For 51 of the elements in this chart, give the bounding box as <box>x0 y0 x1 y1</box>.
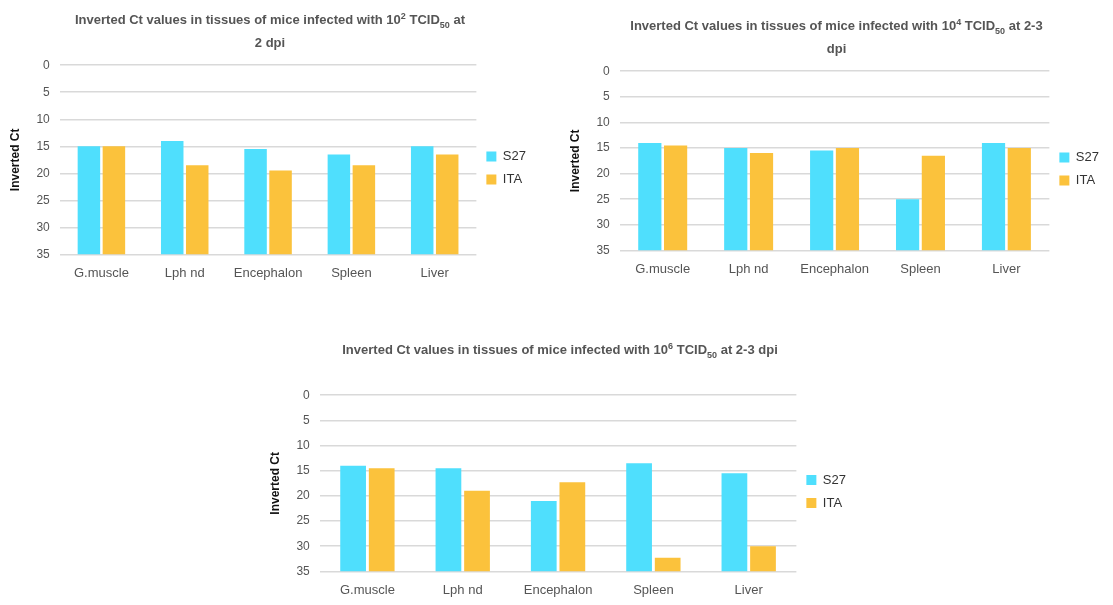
y-tick-label: 25 <box>596 191 611 206</box>
y-tick-label: 15 <box>296 463 311 478</box>
y-tick-label: 10 <box>296 437 311 452</box>
y-tick-label: 30 <box>36 219 51 234</box>
y-tick-label: 20 <box>36 165 51 180</box>
y-tick-label: 15 <box>596 140 611 155</box>
legend-label: ITA <box>822 494 843 510</box>
legend-label: S27 <box>1075 149 1100 165</box>
y-axis-title: Inverted Ct <box>567 129 582 193</box>
x-tick-label: G.muscle <box>73 264 129 280</box>
x-tick-label: G.muscle <box>635 260 691 276</box>
y-tick-label: 10 <box>596 114 611 129</box>
x-tick-label: Lph nd <box>442 581 483 597</box>
legend-label: S27 <box>822 471 847 487</box>
y-tick-label: 0 <box>43 57 51 72</box>
y-tick-label: 30 <box>296 538 311 553</box>
x-tick-label: Spleen <box>331 264 372 280</box>
y-tick-label: 5 <box>303 412 311 427</box>
x-tick-label: Spleen <box>900 260 941 276</box>
x-tick-label: Liver <box>420 264 450 280</box>
y-tick-label: 0 <box>303 387 311 402</box>
x-tick-label: Encephalon <box>233 264 303 280</box>
y-tick-label: 10 <box>36 111 51 126</box>
y-tick-label: 20 <box>296 488 311 503</box>
y-axis-title: Inverted Ct <box>7 128 22 192</box>
y-tick-label: 35 <box>296 563 311 578</box>
y-tick-label: 30 <box>596 217 611 232</box>
chart-title: Inverted Ct values in tissues of mice infected with 10$^{6}$ TCID$_{50}$ at 2-3 dpi <box>341 340 779 362</box>
y-tick-label: 25 <box>36 192 51 207</box>
y-tick-label: 35 <box>36 246 51 261</box>
x-tick-label: G.muscle <box>339 581 395 597</box>
legend-label: ITA <box>502 171 523 187</box>
y-tick-label: 35 <box>596 242 611 257</box>
x-tick-label: Encephalon <box>523 581 593 597</box>
legend-label: S27 <box>502 148 527 164</box>
x-tick-label: Liver <box>734 581 764 597</box>
y-tick-label: 20 <box>596 165 611 180</box>
legend-label: ITA <box>1075 172 1096 188</box>
chart-title: Inverted Ct values in tissues of mice infected with 10$^{2}$ TCID$_{50}$ at 2 dpi <box>75 11 465 50</box>
x-tick-label: Spleen <box>633 581 674 597</box>
y-tick-label: 15 <box>36 138 51 153</box>
x-tick-label: Encephalon <box>800 260 869 276</box>
x-tick-label: Lph nd <box>728 260 769 276</box>
y-tick-label: 5 <box>603 89 611 104</box>
x-tick-label: Liver <box>992 260 1022 276</box>
x-tick-label: Lph nd <box>164 264 205 280</box>
y-tick-label: 0 <box>603 63 611 78</box>
y-tick-label: 5 <box>43 84 51 99</box>
y-axis-title: Inverted Ct <box>267 451 282 515</box>
y-tick-label: 25 <box>296 513 311 528</box>
chart-title: Inverted Ct values in tissues of mice infected with 10$^{4}$ TCID$_{50}$ at 2-3 dpi <box>630 17 1043 56</box>
